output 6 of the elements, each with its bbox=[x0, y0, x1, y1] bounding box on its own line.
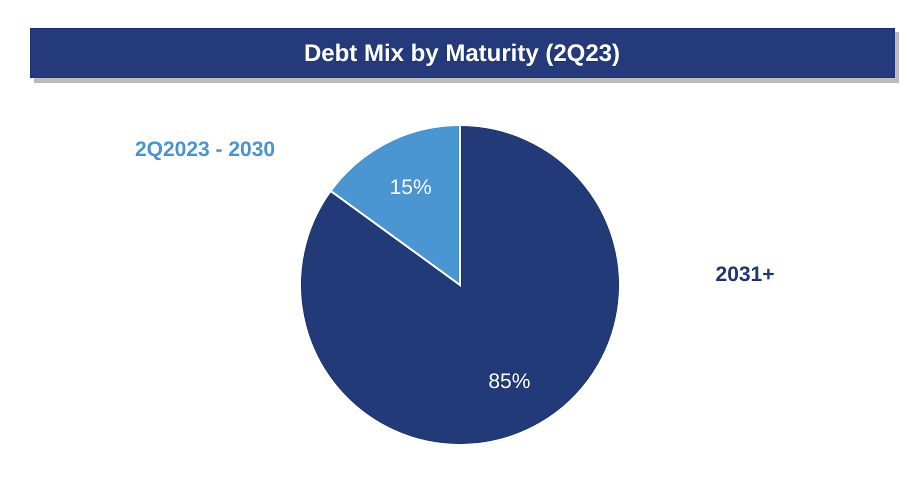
slice-label: 2031+ bbox=[716, 263, 774, 286]
slice-label: 2Q2023 - 2030 bbox=[134, 138, 276, 161]
pie-slice bbox=[299, 124, 621, 446]
data-label: 85% bbox=[488, 370, 530, 393]
data-label: 15% bbox=[390, 176, 432, 200]
chart-title: Debt Mix by Maturity (2Q23) bbox=[304, 40, 620, 67]
